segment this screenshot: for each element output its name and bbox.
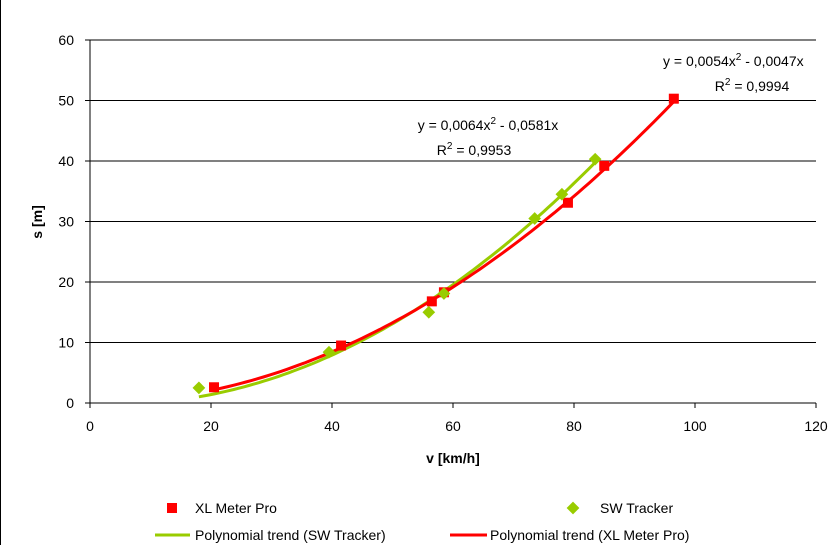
legend-item-sw-trend: Polynomial trend (SW Tracker) (155, 527, 386, 543)
marker-diamond-3 (437, 287, 451, 300)
sw-eq-exp: 2 (490, 116, 496, 127)
xl-r2-main: R (715, 78, 725, 94)
xl-trend-r2: R2 = 0,9994 (715, 77, 790, 94)
x-tick-label-20: 20 (203, 418, 219, 434)
xl-eq-exp: 2 (736, 52, 742, 63)
x-tick-label-0: 0 (86, 418, 94, 434)
sw-eq-rest: - 0,0581x (496, 117, 558, 133)
axes (85, 39, 817, 408)
sw-trend-r2: R2 = 0,9953 (437, 141, 512, 158)
x-tick-label-40: 40 (324, 418, 340, 434)
y-tick-label-40: 40 (58, 153, 74, 169)
marker-square-2 (426, 296, 437, 307)
xl-eq-main: y = 0,0054x (663, 53, 736, 69)
marker-square-1 (336, 340, 347, 351)
gridlines (90, 39, 816, 343)
y-tick-label-30: 30 (58, 214, 74, 230)
legend-label-xl-meter-pro: XL Meter Pro (195, 500, 277, 516)
legend-square-marker (167, 503, 177, 513)
trendline-0 (198, 158, 600, 399)
sw-r2-exp: 2 (447, 141, 453, 152)
legend-diamond-marker (566, 501, 580, 515)
marker-square-0 (209, 382, 220, 393)
x-axis-title: v [km/h] (426, 450, 480, 466)
marker-square-6 (668, 93, 679, 104)
legend: XL Meter Pro SW Tracker Polynomial trend… (155, 500, 689, 543)
marker-diamond-0 (192, 381, 206, 395)
legend-item-xl-meter-pro: XL Meter Pro (167, 500, 277, 516)
sw-r2-main: R (437, 142, 447, 158)
marker-diamond-1 (322, 345, 336, 359)
sw-trend-equation: y = 0,0064x2 - 0,0581x (418, 116, 559, 133)
legend-label-sw-trend: Polynomial trend (SW Tracker) (195, 527, 386, 543)
x-tick-label-100: 100 (683, 418, 707, 434)
x-tick-labels: 0 20 40 60 80 100 120 (86, 418, 828, 434)
y-tick-label-50: 50 (58, 93, 74, 109)
data-markers (192, 93, 679, 395)
sw-r2-rest: = 0,9953 (452, 142, 511, 158)
xl-r2-rest: = 0,9994 (730, 78, 789, 94)
y-axis-title: s [m] (29, 205, 45, 238)
sw-eq-main: y = 0,0064x (418, 117, 491, 133)
x-tick-label-80: 80 (566, 418, 582, 434)
xl-r2-exp: 2 (725, 77, 731, 88)
legend-label-sw-tracker: SW Tracker (600, 500, 673, 516)
x-tick-label-60: 60 (445, 418, 461, 434)
legend-item-sw-tracker: SW Tracker (566, 500, 673, 516)
y-tick-label-60: 60 (58, 32, 74, 48)
y-tick-labels: 0 10 20 30 40 50 60 (58, 32, 74, 411)
legend-item-xl-trend: Polynomial trend (XL Meter Pro) (450, 527, 689, 543)
y-tick-label-20: 20 (58, 274, 74, 290)
y-tick-label-10: 10 (58, 335, 74, 351)
marker-square-4 (562, 197, 573, 208)
marker-square-5 (599, 160, 610, 171)
xl-trend-equation: y = 0,0054x2 - 0,0047x (663, 52, 804, 69)
x-tick-label-120: 120 (804, 418, 828, 434)
marker-diamond-2 (422, 305, 436, 319)
y-tick-label-0: 0 (66, 395, 74, 411)
legend-label-xl-trend: Polynomial trend (XL Meter Pro) (490, 527, 689, 543)
xl-eq-rest: - 0,0047x (741, 53, 803, 69)
